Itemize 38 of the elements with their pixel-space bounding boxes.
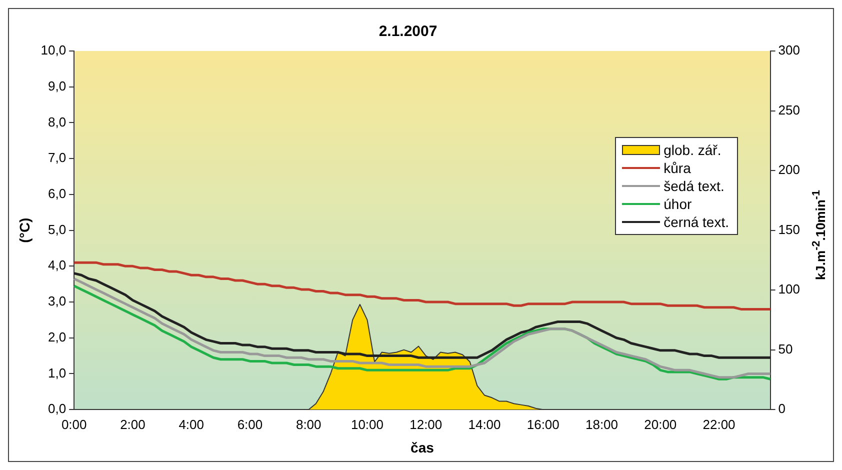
x-tick-label: 8:00 — [296, 416, 322, 432]
y-tick-label: 7,0 — [48, 150, 66, 166]
x-tick-label: 6:00 — [237, 416, 263, 432]
y2-tick-label: 100 — [778, 282, 800, 297]
x-tick-label: 18:00 — [585, 416, 618, 432]
y2-tick-label: 300 — [778, 42, 800, 58]
legend-label: kůra — [664, 159, 691, 177]
x-tick-label: 4:00 — [178, 416, 204, 432]
legend-label: šedá text. — [664, 177, 724, 195]
x-tick-label: 2:00 — [120, 416, 146, 432]
y-tick-label: 5,0 — [48, 222, 66, 237]
chart-title: 2.1.2007 — [378, 23, 438, 40]
y-tick-label: 4,0 — [48, 258, 66, 273]
y-tick-label: 9,0 — [48, 78, 66, 94]
y2-tick-label: 200 — [778, 162, 800, 178]
y2-tick-label: 0 — [778, 401, 786, 416]
x-tick-label: 22:00 — [702, 416, 736, 432]
x-tick-label: 16:00 — [526, 416, 560, 432]
legend-label: černá text. — [664, 213, 729, 231]
y2-tick-label: 150 — [778, 222, 800, 237]
x-tick-label: 12:00 — [410, 416, 442, 432]
y-tick-label: 3,0 — [48, 294, 66, 309]
legend-label: glob. zář. — [664, 141, 722, 159]
y-tick-label: 6,0 — [48, 186, 66, 202]
x-tick-label: 20:00 — [644, 416, 677, 432]
x-tick-label: 0:00 — [61, 416, 87, 432]
x-tick-label: 10:00 — [350, 416, 384, 432]
y-tick-label: 0,0 — [48, 401, 66, 416]
y-axis-title: (°C) — [16, 218, 32, 243]
x-tick-label: 14:00 — [468, 416, 501, 432]
y2-tick-label: 250 — [778, 102, 800, 118]
y-tick-label: 8,0 — [48, 114, 66, 130]
y-tick-label: 2,0 — [48, 329, 66, 344]
y-tick-label: 10,0 — [40, 42, 66, 58]
y-tick-label: 1,0 — [48, 365, 66, 380]
legend-label: úhor — [664, 195, 692, 213]
y2-tick-label: 50 — [778, 341, 793, 356]
x-axis-title: čas — [410, 439, 434, 456]
